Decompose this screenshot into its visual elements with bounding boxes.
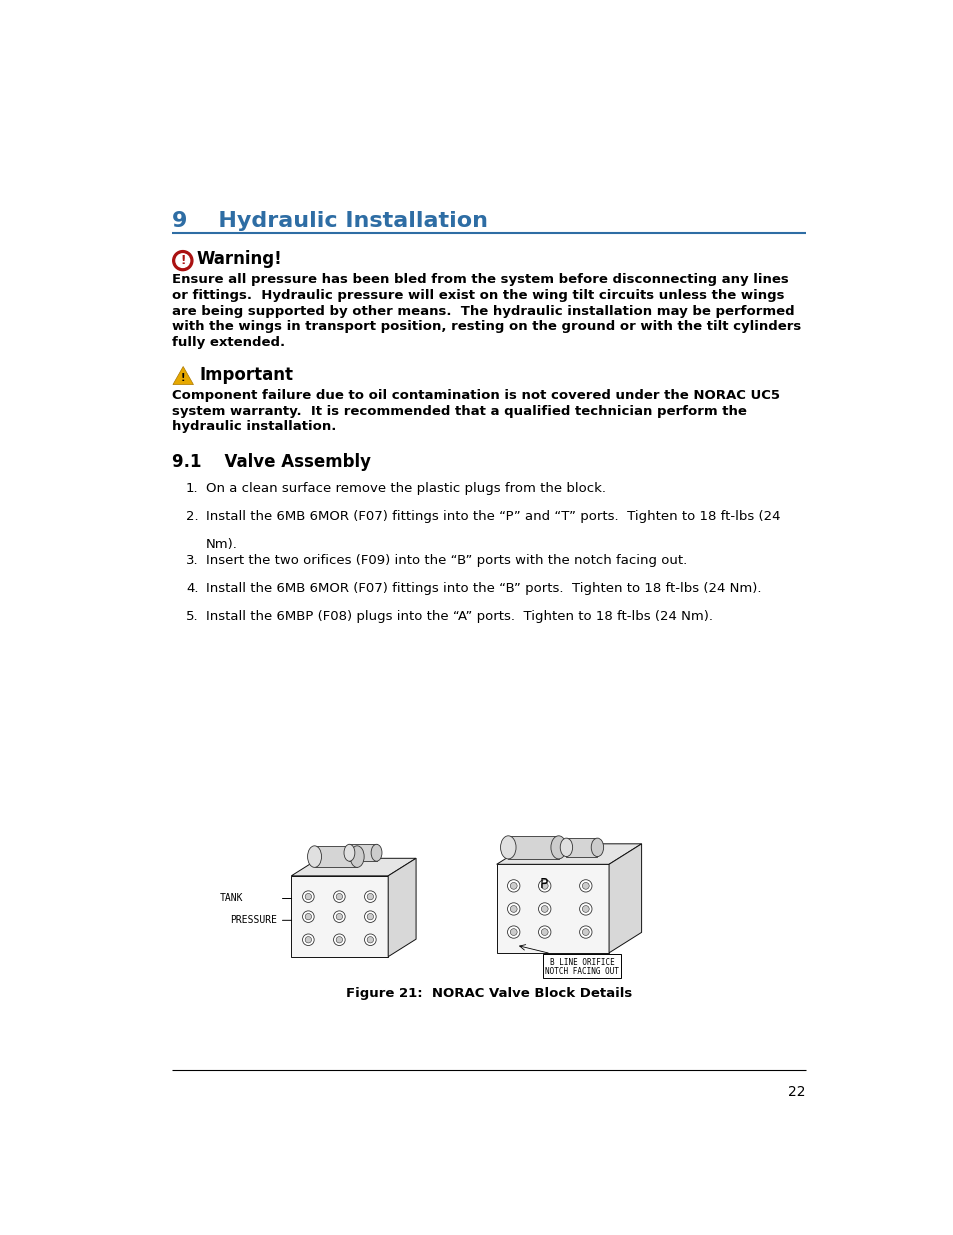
Circle shape [510, 929, 517, 935]
Circle shape [537, 903, 550, 915]
Circle shape [581, 929, 589, 935]
Text: 5.: 5. [186, 610, 198, 624]
Text: !: ! [181, 373, 185, 383]
Circle shape [335, 936, 342, 944]
Text: TANK: TANK [219, 893, 243, 904]
Circle shape [540, 929, 548, 935]
Circle shape [302, 911, 314, 923]
Text: B LINE ORIFICE: B LINE ORIFICE [549, 958, 614, 967]
Circle shape [305, 914, 312, 920]
Circle shape [302, 890, 314, 903]
Circle shape [364, 911, 375, 923]
Bar [349, 845, 376, 861]
Circle shape [540, 905, 548, 913]
Text: 22: 22 [787, 1086, 805, 1099]
Polygon shape [497, 844, 641, 864]
Circle shape [367, 936, 374, 944]
Ellipse shape [550, 836, 566, 858]
Text: !: ! [180, 254, 185, 267]
Text: 9.1    Valve Assembly: 9.1 Valve Assembly [172, 453, 371, 471]
Text: Install the 6MB 6MOR (F07) fittings into the “B” ports.  Tighten to 18 ft-lbs (2: Install the 6MB 6MOR (F07) fittings into… [206, 582, 760, 595]
Circle shape [172, 251, 193, 270]
Text: Insert the two orifices (F09) into the “B” ports with the notch facing out.: Insert the two orifices (F09) into the “… [206, 555, 686, 567]
Text: 1.: 1. [186, 482, 198, 495]
Text: NOTCH FACING OUT: NOTCH FACING OUT [544, 967, 618, 976]
Circle shape [305, 936, 312, 944]
Ellipse shape [371, 845, 381, 861]
Circle shape [334, 890, 345, 903]
Text: 9    Hydraulic Installation: 9 Hydraulic Installation [172, 211, 487, 231]
Ellipse shape [344, 845, 355, 861]
Text: fully extended.: fully extended. [172, 336, 285, 350]
Circle shape [335, 893, 342, 900]
Ellipse shape [307, 846, 321, 867]
Text: with the wings in transport position, resting on the ground or with the tilt cyl: with the wings in transport position, re… [172, 320, 801, 333]
Bar [542, 953, 620, 978]
Text: system warranty.  It is recommended that a qualified technician perform the: system warranty. It is recommended that … [172, 405, 746, 417]
Circle shape [367, 893, 374, 900]
Text: Nm).: Nm). [206, 538, 237, 551]
Text: Install the 6MB 6MOR (F07) fittings into the “P” and “T” ports.  Tighten to 18 f: Install the 6MB 6MOR (F07) fittings into… [206, 510, 780, 524]
Circle shape [334, 934, 345, 946]
Text: P: P [539, 877, 547, 890]
Circle shape [581, 905, 589, 913]
Circle shape [581, 883, 589, 889]
Circle shape [507, 879, 519, 892]
Circle shape [537, 879, 550, 892]
Circle shape [305, 893, 312, 900]
Text: 4.: 4. [186, 582, 198, 595]
Ellipse shape [350, 846, 364, 867]
Bar [566, 839, 597, 857]
Polygon shape [172, 367, 193, 384]
Ellipse shape [559, 839, 572, 857]
Circle shape [364, 934, 375, 946]
Bar [314, 846, 356, 867]
Circle shape [537, 926, 550, 939]
Text: are being supported by other means.  The hydraulic installation may be performed: are being supported by other means. The … [172, 305, 794, 317]
Text: Component failure due to oil contamination is not covered under the NORAC UC5: Component failure due to oil contaminati… [172, 389, 780, 401]
Circle shape [507, 926, 519, 939]
Text: 2.: 2. [186, 510, 198, 524]
Circle shape [510, 883, 517, 889]
Text: Install the 6MBP (F08) plugs into the “A” ports.  Tighten to 18 ft-lbs (24 Nm).: Install the 6MBP (F08) plugs into the “A… [206, 610, 712, 624]
Circle shape [334, 911, 345, 923]
Circle shape [579, 903, 592, 915]
Text: Important: Important [199, 366, 293, 384]
Circle shape [507, 903, 519, 915]
Text: PRESSURE: PRESSURE [230, 915, 277, 925]
Text: 3.: 3. [186, 555, 198, 567]
Circle shape [540, 883, 548, 889]
Circle shape [367, 914, 374, 920]
Circle shape [579, 926, 592, 939]
Polygon shape [497, 864, 608, 953]
Polygon shape [291, 858, 416, 876]
Text: Ensure all pressure has been bled from the system before disconnecting any lines: Ensure all pressure has been bled from t… [172, 273, 788, 287]
Bar [508, 836, 558, 858]
Circle shape [579, 879, 592, 892]
Polygon shape [291, 876, 388, 957]
Text: On a clean surface remove the plastic plugs from the block.: On a clean surface remove the plastic pl… [206, 482, 605, 495]
Ellipse shape [500, 836, 516, 858]
Circle shape [364, 890, 375, 903]
Polygon shape [388, 858, 416, 957]
Circle shape [335, 914, 342, 920]
Polygon shape [608, 844, 641, 953]
Text: Figure 21:  NORAC Valve Block Details: Figure 21: NORAC Valve Block Details [345, 988, 632, 1000]
Text: or fittings.  Hydraulic pressure will exist on the wing tilt circuits unless the: or fittings. Hydraulic pressure will exi… [172, 289, 783, 301]
Text: hydraulic installation.: hydraulic installation. [172, 420, 336, 433]
Ellipse shape [591, 839, 603, 857]
Circle shape [510, 905, 517, 913]
Text: Warning!: Warning! [196, 249, 282, 268]
Circle shape [302, 934, 314, 946]
Circle shape [175, 254, 190, 268]
